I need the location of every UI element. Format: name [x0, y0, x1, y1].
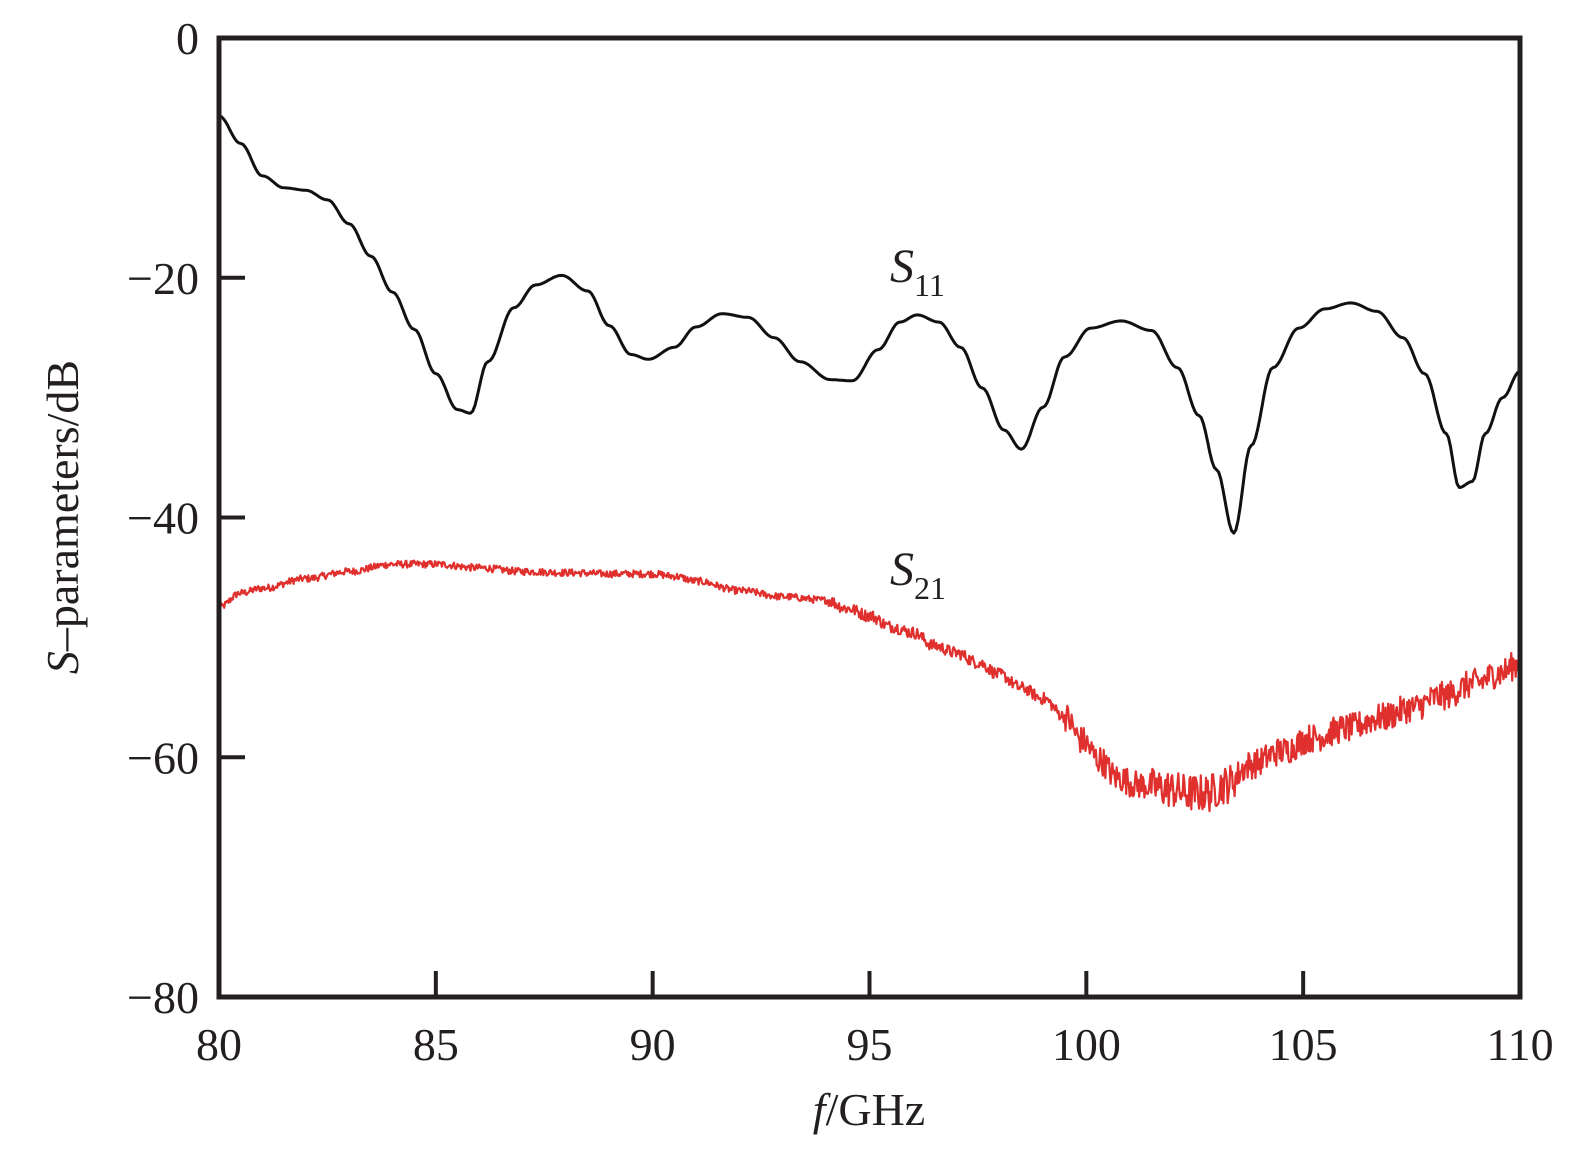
y-axis-label: S–parameters/dB [37, 360, 88, 674]
x-tick-label: 95 [847, 1019, 893, 1070]
y-tick-label: 0 [176, 13, 199, 64]
series-label-s21: S21 [890, 543, 946, 606]
plot-frame [216, 35, 1523, 1000]
series-line-s21 [217, 559, 1521, 813]
x-axis-label: f/GHz [813, 1084, 925, 1135]
x-tick-label: 85 [413, 1019, 459, 1070]
series-layer [217, 114, 1521, 813]
y-tick-label: −80 [127, 972, 199, 1023]
series-label-s11: S11 [890, 240, 945, 303]
x-tick-label: 110 [1486, 1019, 1553, 1070]
series-line-s11 [218, 114, 1521, 535]
x-tick-label: 90 [630, 1019, 676, 1070]
y-tick-label: −60 [127, 732, 199, 783]
tick-labels: 80 85 90 95 100 105 110 0 −20 −40 −60 −80 [127, 13, 1554, 1070]
x-tick-label: 100 [1052, 1019, 1121, 1070]
y-tick-label: −20 [127, 253, 199, 304]
x-tick-label: 105 [1269, 1019, 1338, 1070]
axis-ticks [217, 36, 1522, 999]
x-tick-label: 80 [196, 1019, 242, 1070]
y-tick-label: −40 [127, 493, 199, 544]
